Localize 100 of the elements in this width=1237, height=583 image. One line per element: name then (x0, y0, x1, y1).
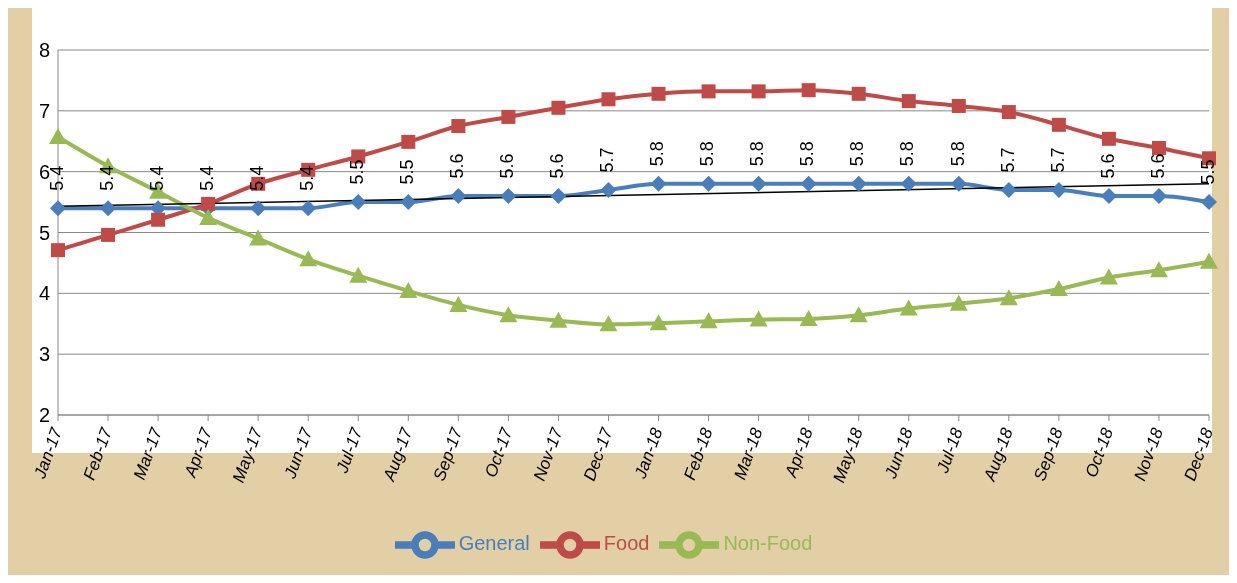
point (349, 266, 368, 283)
point (551, 100, 566, 115)
point (201, 196, 216, 211)
point (750, 175, 767, 192)
point (949, 294, 968, 311)
point (450, 188, 467, 204)
point (599, 315, 618, 332)
data-label: 5.8 (647, 141, 668, 167)
x-tick-label: Jan-18 (630, 424, 667, 482)
data-label: 5.6 (447, 153, 468, 179)
x-tick-label: Oct-18 (1081, 424, 1118, 480)
data-label: 5.4 (196, 165, 217, 191)
data-label: 5.4 (246, 165, 267, 191)
point (850, 175, 867, 192)
y-tick-label: 5 (38, 221, 50, 244)
point (701, 84, 716, 99)
point (799, 309, 818, 326)
point (449, 295, 468, 312)
data-label: 5.8 (847, 141, 868, 167)
point (549, 311, 568, 328)
data-label: 5.7 (597, 147, 618, 173)
point (399, 281, 418, 298)
point (1201, 194, 1217, 211)
data-label: 5.7 (1047, 147, 1068, 173)
point (550, 188, 567, 204)
point (501, 109, 516, 124)
x-tick-label: Apr-17 (180, 424, 217, 481)
point (151, 212, 166, 227)
x-tick-label: Dec-17 (579, 424, 617, 484)
point (250, 200, 267, 217)
data-label: 5.8 (747, 141, 768, 167)
x-tick-label: Jul-17 (332, 424, 367, 477)
point (650, 175, 667, 192)
point (300, 200, 317, 217)
point (1099, 268, 1118, 285)
y-tick-label: 8 (38, 39, 50, 62)
data-label: 5.6 (1097, 153, 1118, 179)
data-label: 5.5 (397, 159, 418, 185)
point (601, 92, 616, 107)
x-tick-label: Aug-18 (979, 424, 1017, 485)
point (1049, 280, 1068, 297)
point (500, 188, 517, 204)
data-label: 5.6 (547, 153, 568, 179)
x-tick-label: Apr-18 (781, 424, 817, 481)
data-label: 5.8 (947, 141, 968, 167)
x-tick-label: Aug-17 (379, 424, 417, 485)
legend-label: General (458, 532, 530, 555)
legend-label: Non-Food (723, 532, 813, 555)
data-label: 5.7 (997, 147, 1018, 173)
point (901, 94, 916, 109)
point (1051, 117, 1066, 132)
point (451, 119, 466, 134)
point (400, 194, 417, 211)
x-tick-label: Mar-18 (730, 424, 767, 483)
point (649, 314, 668, 331)
point (51, 243, 65, 258)
legend-label: Food (603, 532, 650, 555)
x-tick-label: Oct-17 (481, 424, 517, 480)
point (350, 194, 367, 211)
point (951, 98, 966, 113)
x-tick-label: Jul-18 (932, 424, 967, 477)
point (50, 200, 66, 217)
x-tick-label: Sep-18 (1030, 424, 1068, 484)
point (899, 299, 918, 316)
point (249, 229, 268, 246)
point (1149, 261, 1168, 278)
data-label: 5.8 (897, 141, 918, 167)
point (1200, 252, 1218, 269)
x-tick-label: Jan-17 (30, 424, 67, 482)
point (101, 227, 116, 242)
x-tick-label: Jun-17 (280, 424, 317, 482)
point (700, 175, 717, 192)
point (600, 181, 617, 198)
point (199, 208, 218, 225)
point (849, 306, 868, 323)
x-tick-label: Dec-18 (1180, 424, 1218, 484)
x-tick-label: Feb-18 (680, 424, 717, 483)
point (950, 175, 967, 192)
data-label: 5.8 (697, 141, 718, 167)
point (699, 312, 718, 329)
x-tick-label: Nov-17 (529, 424, 567, 484)
data-label: 5.4 (296, 165, 317, 191)
point (100, 200, 117, 217)
x-tick-label: May-17 (228, 424, 267, 486)
point (1000, 181, 1017, 198)
point (1100, 188, 1117, 204)
data-label: 5.6 (1147, 153, 1168, 179)
x-tick-label: Nov-18 (1130, 424, 1168, 484)
point (1001, 105, 1016, 120)
point (1101, 131, 1116, 146)
data-label: 5.4 (146, 165, 167, 191)
y-tick-label: 4 (38, 282, 50, 305)
data-label: 5.8 (797, 141, 818, 167)
point (49, 127, 67, 144)
point (999, 289, 1018, 306)
x-tick-label: Mar-17 (129, 424, 167, 483)
point (900, 175, 917, 192)
point (751, 84, 766, 99)
y-tick-label: 2 (38, 404, 50, 427)
data-label: 5.5 (347, 159, 368, 185)
